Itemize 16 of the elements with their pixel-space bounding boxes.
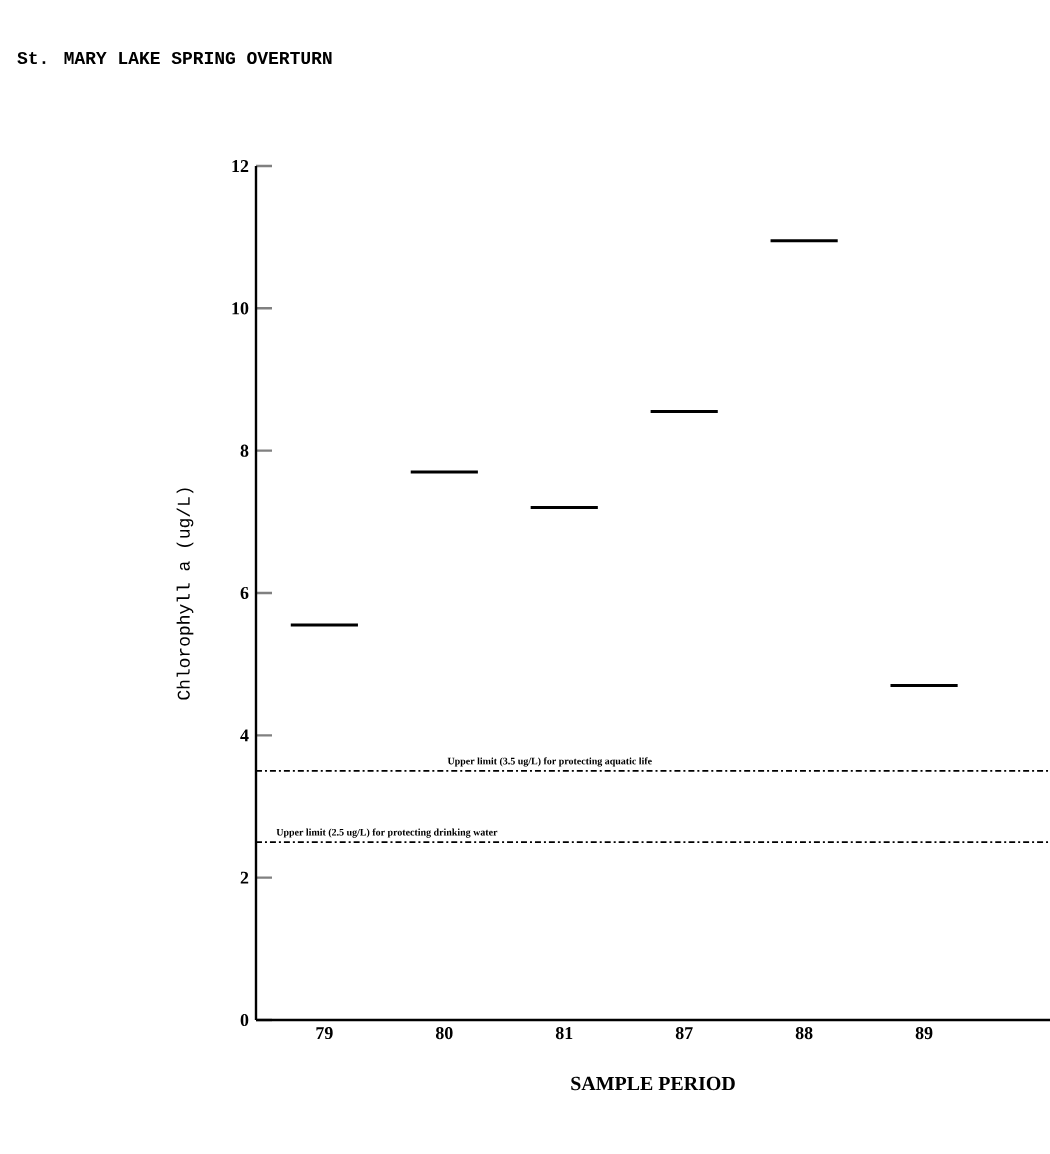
y-tick-label: 2 xyxy=(240,871,249,884)
x-tick-label: 80 xyxy=(435,1027,453,1040)
chart-title: St. MARY LAKE SPRING OVERTURN xyxy=(17,51,332,65)
x-tick-label: 79 xyxy=(316,1027,333,1040)
x-tick-label: 89 xyxy=(915,1027,933,1040)
x-tick-label: 88 xyxy=(795,1027,813,1040)
x-axis-title: SAMPLE PERIOD xyxy=(571,1076,735,1091)
y-axis-title: Chlorophyll a (ug/L) xyxy=(176,488,194,700)
y-tick-label: 4 xyxy=(240,729,249,742)
y-tick-label: 8 xyxy=(240,444,249,457)
y-tick-label: 6 xyxy=(240,586,249,600)
y-tick-label: 10 xyxy=(232,302,249,315)
y-tick-label: 0 xyxy=(240,1013,249,1027)
x-tick-label: 87 xyxy=(675,1027,693,1040)
y-tick-label: 12 xyxy=(232,160,249,172)
x-tick-label: 81 xyxy=(555,1027,573,1040)
